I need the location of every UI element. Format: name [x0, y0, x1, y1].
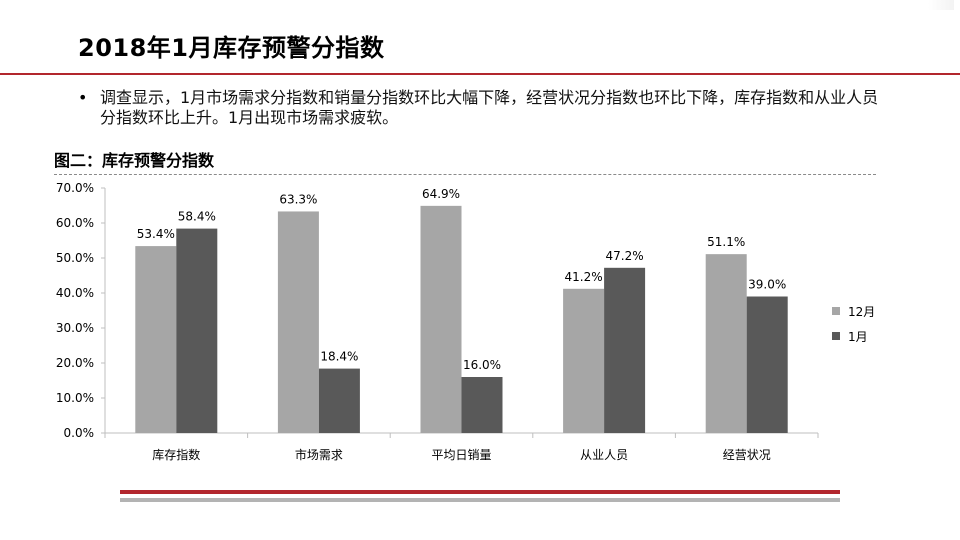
legend-item-jan: 1月: [832, 328, 875, 344]
data-label: 18.4%: [320, 350, 358, 364]
footer-rule-red: [120, 490, 840, 494]
bullet-paragraph: • 调查显示，1月市场需求分指数和销量分指数环比大幅下降，经营状况分指数也环比下…: [78, 88, 888, 128]
y-tick-label: 30.0%: [56, 321, 94, 335]
x-tick-label: 平均日销量: [431, 448, 491, 462]
data-label: 64.9%: [422, 187, 460, 201]
legend-item-dec: 12月: [832, 303, 875, 319]
data-label: 51.1%: [707, 235, 745, 249]
bar-dec: [705, 254, 747, 433]
data-label: 41.2%: [565, 270, 603, 284]
title-divider: [0, 73, 960, 75]
y-tick-label: 20.0%: [56, 356, 94, 370]
bar-jan: [746, 296, 788, 433]
legend-swatch-dec: [832, 307, 840, 315]
legend-label-jan: 1月: [848, 329, 868, 344]
x-tick-label: 库存指数: [152, 447, 200, 462]
corner-decoration: [928, 0, 954, 10]
legend-swatch-jan: [832, 332, 840, 340]
footer-rule-gray: [120, 498, 840, 502]
bullet-text: 调查显示，1月市场需求分指数和销量分指数环比大幅下降，经营状况分指数也环比下降，…: [100, 88, 879, 127]
data-label: 58.4%: [178, 210, 216, 224]
data-label: 47.2%: [606, 249, 644, 263]
bar-dec: [277, 211, 319, 433]
x-tick-label: 经营状况: [723, 448, 771, 462]
chart-caption: 图二：库存预警分指数: [54, 151, 215, 170]
data-label: 39.0%: [748, 278, 786, 292]
data-label: 16.0%: [463, 358, 501, 372]
y-tick-label: 50.0%: [56, 251, 94, 265]
y-tick-label: 0.0%: [64, 426, 95, 440]
chart-caption-divider: [54, 174, 876, 175]
data-label: 63.3%: [279, 192, 317, 206]
slide-title: 2018年1月库存预警分指数: [78, 34, 385, 62]
bar-jan: [604, 267, 646, 433]
bar-jan: [176, 228, 218, 433]
y-tick-label: 10.0%: [56, 391, 94, 405]
chart-legend: 12月 1月: [832, 303, 875, 353]
bar-jan: [318, 368, 360, 433]
x-tick-label: 市场需求: [295, 447, 343, 462]
y-tick-label: 40.0%: [56, 286, 94, 300]
y-tick-label: 60.0%: [56, 216, 94, 230]
bar-dec: [563, 288, 605, 433]
bar-dec: [135, 246, 177, 433]
bar-dec: [420, 205, 462, 433]
bar-jan: [461, 377, 503, 433]
x-tick-label: 从业人员: [580, 448, 628, 462]
legend-label-dec: 12月: [848, 304, 876, 319]
y-tick-label: 70.0%: [56, 181, 94, 195]
data-label: 53.4%: [137, 227, 175, 241]
bullet-marker: •: [78, 88, 88, 107]
